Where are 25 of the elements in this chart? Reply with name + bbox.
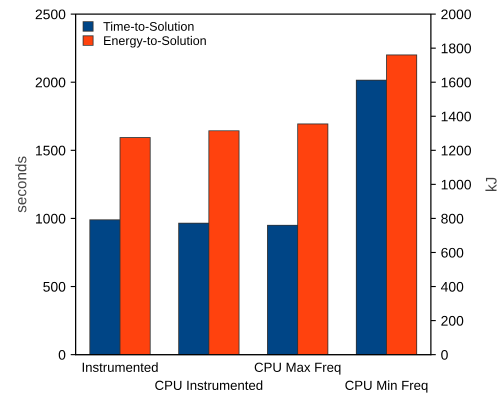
y2-tick-label: 800 — [441, 214, 464, 224]
y2-tick-label: 1800 — [442, 43, 471, 54]
y-tick-label: 2500 — [36, 9, 66, 20]
legend-label: Time-to-Solution — [103, 22, 194, 31]
y-tick-label: 2000 — [36, 78, 66, 88]
legend-label: Energy-to-Solution — [104, 36, 206, 48]
y2-tick-label: 2000 — [441, 9, 471, 20]
x-tick-label: Instrumented — [82, 362, 158, 372]
y2-tick-label: 1400 — [442, 112, 471, 122]
y-axis-title: seconds — [15, 156, 26, 212]
y2-tick-label: 400 — [440, 282, 464, 292]
y-tick-label: 500 — [43, 282, 66, 292]
x-tick-label: CPU Min Freq — [345, 380, 428, 393]
y2-tick-label: 200 — [441, 316, 464, 326]
y2-tick-label: 1600 — [442, 78, 471, 88]
y2-axis-title: kJ — [485, 178, 497, 191]
y2-tick-label: 600 — [441, 248, 464, 258]
x-tick-label: CPU Max Freq — [254, 362, 340, 375]
y-tick-label: 1500 — [36, 146, 66, 156]
y2-tick-label: 0 — [441, 350, 448, 360]
y2-tick-label: 1000 — [442, 180, 471, 190]
x-tick-label: CPU Instrumented — [155, 380, 262, 390]
y-tick-label: 1000 — [36, 214, 66, 224]
y-tick-label: 0 — [58, 350, 66, 360]
y2-tick-label: 1200 — [442, 146, 471, 156]
